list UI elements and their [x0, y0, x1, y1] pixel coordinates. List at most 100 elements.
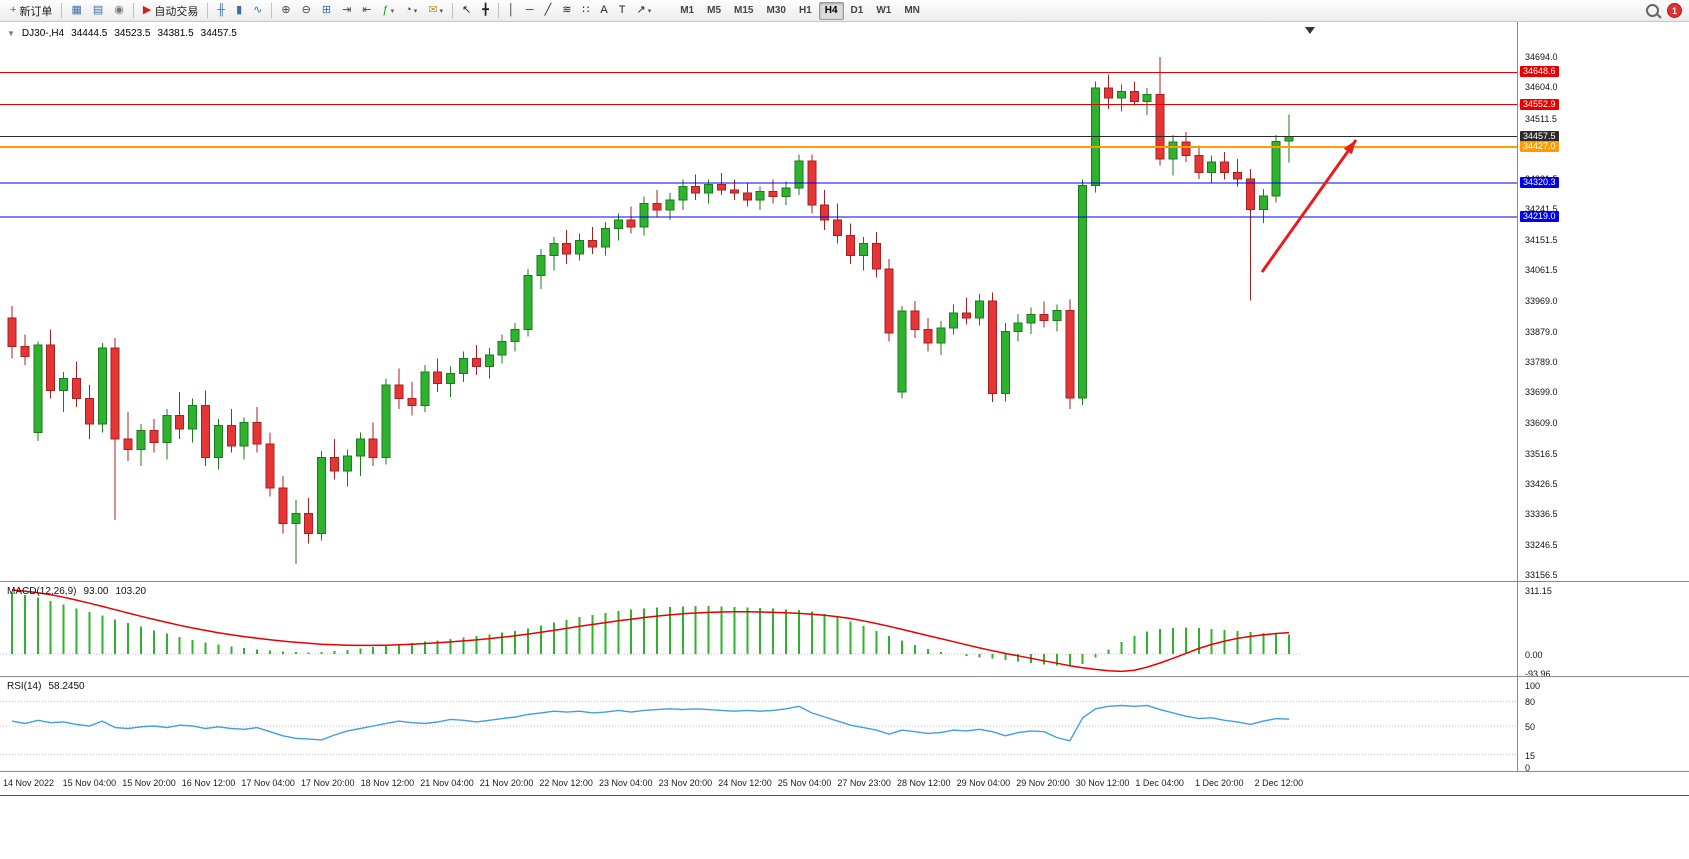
candle	[368, 422, 378, 467]
trendline-button[interactable]: ╱	[540, 1, 557, 21]
timeframe-m1[interactable]: M1	[680, 4, 695, 16]
current-price-line-badge: 34457.5	[1520, 130, 1559, 142]
chart-symbol-period: DJ30-,H4	[21, 28, 65, 39]
rsi-axis-label: 15	[1525, 750, 1536, 761]
candle	[265, 432, 275, 497]
shapes-icon: ∷	[582, 4, 590, 16]
one-click-trading-toggle[interactable]: ▼	[7, 29, 15, 38]
candlestick-chart-button[interactable]: ▮	[231, 1, 247, 21]
text-button[interactable]: A	[595, 1, 612, 21]
time-axis-label: 2 Dec 12:00	[1254, 778, 1304, 788]
notification-badge[interactable]: 1	[1667, 3, 1682, 18]
candle	[33, 341, 43, 441]
crosshair-button[interactable]: ╋	[477, 1, 494, 21]
candle	[471, 344, 481, 376]
chart-shift-button[interactable]: ⇤	[357, 1, 376, 21]
rsi-panel[interactable]: RSI(14) 58.2450 100 80 50 15 0	[0, 676, 1689, 771]
timeframe-h1[interactable]: H1	[798, 4, 812, 16]
candle	[1026, 307, 1036, 335]
chart-shift-marker[interactable]	[1305, 27, 1315, 34]
chart-title-bar: ▼ DJ30-,H4 34444.5 34523.5 34381.5 34457…	[7, 28, 237, 39]
pivot-line-34427-badge: 34427.0	[1520, 140, 1559, 152]
price-axis-label: 33879.0	[1525, 326, 1558, 337]
candle	[1258, 189, 1268, 223]
time-axis[interactable]: 14 Nov 2022 15 Nov 04:00 15 Nov 20:00 16 No…	[0, 771, 1689, 795]
toolbar-separator	[61, 3, 63, 18]
charts-window-button[interactable]: ▦	[66, 1, 86, 21]
timeframe-m30[interactable]: M30	[766, 4, 786, 16]
zoom-out-button[interactable]: ⊖	[297, 1, 316, 21]
candle	[936, 321, 946, 355]
candle	[252, 407, 262, 453]
price-axis-label: 33609.0	[1525, 417, 1558, 428]
shapes-button[interactable]: ∷	[577, 1, 594, 21]
timeframe-h4[interactable]: H4	[818, 1, 844, 20]
toolbar-separator	[207, 3, 209, 18]
time-axis-label: 16 Nov 12:00	[181, 778, 236, 788]
candle	[342, 449, 352, 487]
new-order-button[interactable]: + 新订单	[5, 1, 57, 21]
candle	[781, 181, 791, 205]
profiles-button[interactable]: ▤	[88, 1, 108, 21]
time-axis-label: 14 Nov 2022	[3, 778, 55, 788]
candle	[330, 439, 339, 480]
time-axis-label: 17 Nov 04:00	[241, 778, 295, 788]
annotation-arrow[interactable]	[1260, 139, 1358, 273]
price-chart-panel[interactable]: ▼ DJ30-,H4 34444.5 34523.5 34381.5 34457…	[0, 22, 1689, 581]
candle	[678, 179, 688, 210]
tile-windows-button[interactable]: ⊞	[317, 1, 336, 21]
arrows-button[interactable]: ↗ ▾	[631, 1, 656, 21]
macd-panel[interactable]: MACD(12,26,9) 93.00 103.20 311.15 0.00 -93…	[0, 581, 1689, 676]
publish-icon: ◉	[114, 4, 124, 16]
timeframe-d1[interactable]: D1	[850, 4, 864, 16]
horizontal-line-button[interactable]: ─	[521, 1, 539, 21]
candle	[59, 371, 69, 413]
candle	[536, 248, 546, 290]
new-order-button-label: 新订单	[19, 5, 53, 18]
candle	[149, 418, 159, 453]
search-icon[interactable]	[1646, 4, 1659, 17]
zoom-in-button[interactable]: ⊕	[276, 1, 295, 21]
candle	[1155, 57, 1165, 166]
line-chart-button[interactable]: ∿	[248, 1, 267, 21]
ohlc-open: 34444.5	[71, 28, 108, 39]
macd-axis-label: -93.96	[1525, 669, 1551, 676]
candle	[1271, 135, 1281, 203]
text-label-button[interactable]: T	[614, 1, 631, 21]
candle	[304, 498, 314, 544]
fibonacci-button[interactable]: ≋	[557, 1, 576, 21]
rsi-axis-label: 0	[1525, 763, 1531, 771]
line-chart-icon: ∿	[253, 4, 263, 16]
candle	[652, 189, 662, 217]
resistance-line-34648-badge: 34648.6	[1520, 66, 1559, 78]
candle	[1233, 158, 1242, 187]
main-toolbar: + 新订单 ▦ ▤ ◉ ▶ 自动交易 ╫ ▮ ∿ ⊕ ⊖ ⊞ ⇥ ⇤ ƒ ▾ ◔ ▾ ✉ ▾ ↖ ╋ │ ─ ╱ ≋ ∷ A T ↗ ▾ M1…	[0, 0, 1689, 22]
time-axis-label: 25 Nov 04:00	[777, 778, 832, 788]
candle	[420, 365, 430, 413]
auto-scroll-button[interactable]: ⇥	[337, 1, 356, 21]
fibonacci-icon: ≋	[562, 4, 572, 16]
cursor-button[interactable]: ↖	[457, 1, 476, 21]
timeframe-mn[interactable]: MN	[904, 4, 920, 16]
toolbar-buttons: + 新订单 ▦ ▤ ◉ ▶ 自动交易 ╫ ▮ ∿ ⊕ ⊖ ⊞ ⇥ ⇤ ƒ ▾ ◔ ▾ ✉ ▾ ↖ ╋ │ ─ ╱ ≋ ∷ A T ↗ ▾	[5, 1, 656, 21]
timeframe-w1[interactable]: W1	[876, 4, 892, 16]
templates-button[interactable]: ✉ ▾	[423, 1, 448, 21]
toolbar-separator	[497, 3, 499, 18]
price-axis[interactable]: 34694.034604.034511.534421.534331.534241…	[1517, 22, 1689, 581]
candle	[639, 196, 649, 236]
publish-button[interactable]: ◉	[109, 1, 129, 21]
autotrade-button[interactable]: ▶ 自动交易	[138, 1, 203, 21]
bar-chart-button[interactable]: ╫	[212, 1, 230, 21]
profiles-icon: ▤	[92, 4, 104, 16]
toolbar-separator	[271, 3, 273, 18]
zoom-out-icon: ⊖	[301, 4, 311, 16]
rsi-axis-label: 80	[1525, 697, 1536, 708]
price-axis-label: 33969.0	[1525, 296, 1558, 307]
indicators-button[interactable]: ƒ ▾	[378, 1, 400, 21]
timeframe-m5[interactable]: M5	[707, 4, 722, 16]
periods-button[interactable]: ◔ ▾	[400, 1, 422, 21]
macd-signal-value: 103.20	[115, 586, 147, 597]
vertical-line-button[interactable]: │	[503, 1, 520, 21]
bar-chart-icon: ╫	[217, 4, 226, 16]
timeframe-m15[interactable]: M15	[734, 4, 754, 16]
